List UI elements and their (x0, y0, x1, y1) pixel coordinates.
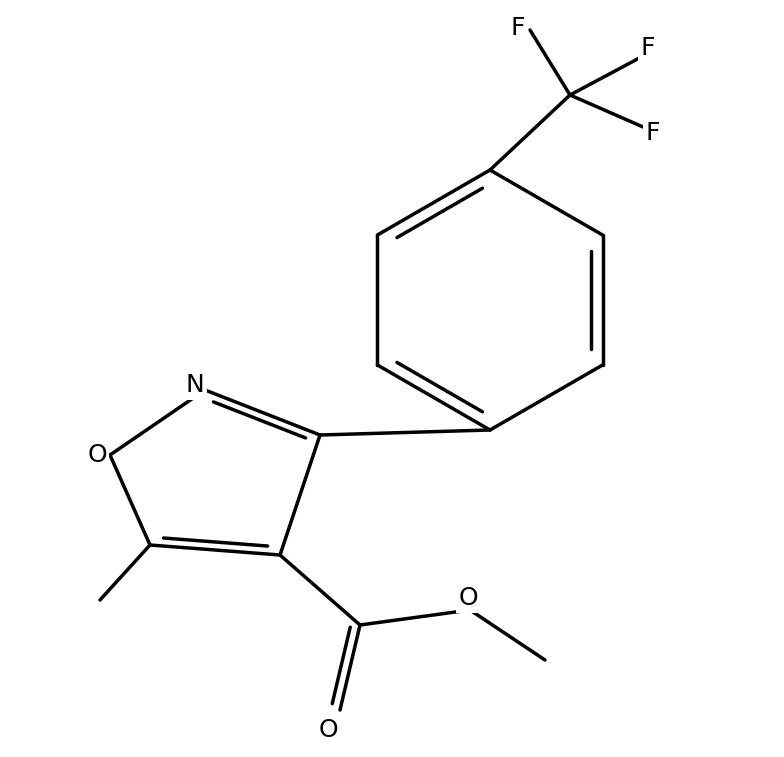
Text: F: F (510, 16, 525, 40)
Text: F: F (641, 36, 655, 60)
Text: N: N (186, 373, 205, 397)
Text: O: O (458, 586, 477, 610)
Text: F: F (646, 121, 660, 145)
Text: O: O (87, 443, 107, 467)
Text: O: O (318, 718, 338, 742)
